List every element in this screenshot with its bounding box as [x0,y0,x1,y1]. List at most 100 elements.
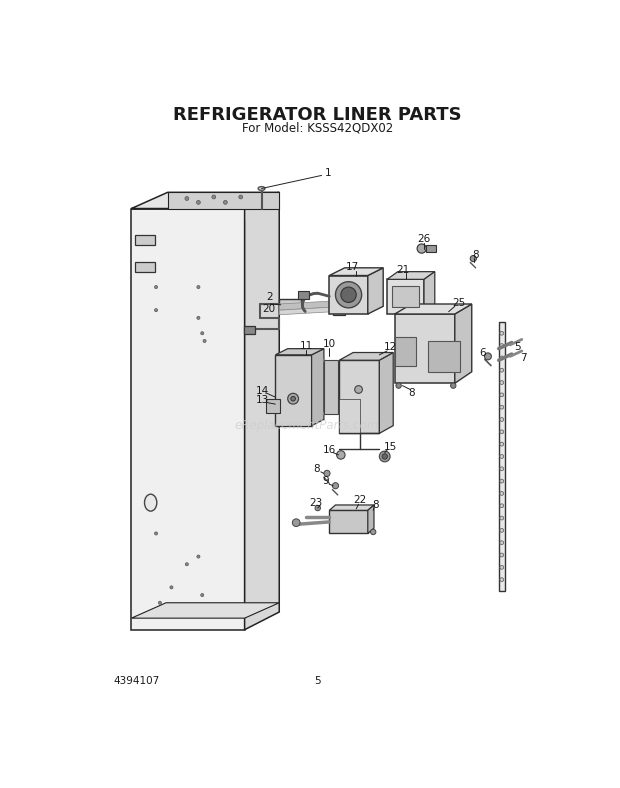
Polygon shape [339,360,379,433]
Polygon shape [329,511,368,533]
Text: 8: 8 [313,464,319,474]
Circle shape [500,381,503,385]
Bar [279,299,301,313]
Text: 8: 8 [472,250,479,260]
Circle shape [500,393,503,397]
Ellipse shape [144,494,157,511]
Text: 17: 17 [346,262,359,272]
Bar [428,341,460,372]
Circle shape [500,541,503,545]
Bar [333,301,345,314]
Polygon shape [379,352,393,433]
Circle shape [288,393,298,404]
Text: 23: 23 [309,498,323,507]
Text: 14: 14 [255,386,269,396]
Circle shape [500,356,503,360]
Text: 5: 5 [515,342,521,352]
Circle shape [197,316,200,319]
Circle shape [417,244,427,253]
Polygon shape [131,192,279,209]
Circle shape [335,281,361,308]
Circle shape [500,331,503,335]
Polygon shape [455,304,472,383]
Text: 8: 8 [372,500,379,510]
Text: 10: 10 [323,339,336,349]
Circle shape [500,455,503,459]
Circle shape [500,344,503,348]
Bar [244,326,255,334]
Polygon shape [395,304,472,314]
Circle shape [396,383,401,388]
Circle shape [500,466,503,470]
Polygon shape [329,268,383,276]
Circle shape [500,492,503,496]
Circle shape [500,566,503,569]
Polygon shape [275,348,324,355]
Circle shape [170,585,173,589]
Polygon shape [329,276,368,314]
Circle shape [185,563,188,566]
Polygon shape [312,348,324,426]
Bar [298,291,309,299]
Circle shape [337,451,345,459]
Circle shape [201,593,204,597]
Polygon shape [387,272,435,280]
Circle shape [500,529,503,533]
Circle shape [500,578,503,582]
Text: 25: 25 [452,298,465,308]
Circle shape [500,418,503,422]
Circle shape [315,505,321,511]
Text: For Model: KSSS42QDX02: For Model: KSSS42QDX02 [242,122,393,135]
Ellipse shape [258,187,265,191]
Circle shape [197,555,200,558]
Bar [266,399,280,413]
Circle shape [223,200,228,204]
Text: 7: 7 [520,353,526,363]
Text: 5: 5 [314,676,321,686]
Bar [498,322,505,591]
Polygon shape [339,399,360,433]
Bar [135,262,154,272]
Circle shape [212,195,216,199]
Bar [392,285,418,307]
Text: 20: 20 [263,303,276,314]
Circle shape [500,405,503,409]
Bar [324,360,338,414]
Circle shape [197,200,200,204]
Polygon shape [131,209,245,630]
Circle shape [154,309,157,312]
Circle shape [451,383,456,388]
Text: 8: 8 [409,388,415,398]
Text: 22: 22 [353,496,366,505]
Text: 16: 16 [322,445,336,455]
Circle shape [500,516,503,520]
Text: REFRIGERATOR LINER PARTS: REFRIGERATOR LINER PARTS [174,106,462,125]
Circle shape [203,340,206,343]
Polygon shape [395,314,455,383]
Text: 13: 13 [255,396,269,405]
Circle shape [382,454,388,459]
Circle shape [291,396,295,401]
Circle shape [500,368,503,372]
Polygon shape [167,192,279,209]
Circle shape [332,482,339,489]
Text: 2: 2 [266,292,273,302]
Circle shape [154,285,157,288]
Text: 9: 9 [322,476,329,486]
Circle shape [185,196,188,200]
Circle shape [154,532,157,535]
Circle shape [158,601,161,604]
Text: eReplacementParts.com: eReplacementParts.com [234,419,378,432]
Bar [395,337,416,366]
Text: 21: 21 [396,265,409,275]
Text: 11: 11 [299,341,313,351]
Bar [427,246,436,251]
Circle shape [239,195,242,199]
Circle shape [500,442,503,446]
Text: 15: 15 [384,442,397,452]
Text: 1: 1 [324,168,331,178]
Polygon shape [339,352,393,360]
Circle shape [324,470,330,477]
Bar [135,236,154,245]
Text: 6: 6 [479,348,486,358]
